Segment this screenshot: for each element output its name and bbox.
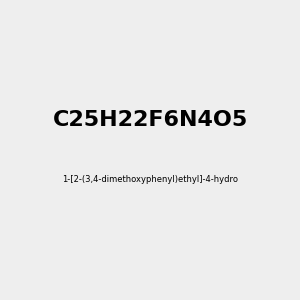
Text: 1-[2-(3,4-dimethoxyphenyl)ethyl]-4-hydro: 1-[2-(3,4-dimethoxyphenyl)ethyl]-4-hydro xyxy=(62,176,238,184)
Text: C25H22F6N4O5: C25H22F6N4O5 xyxy=(52,110,247,130)
